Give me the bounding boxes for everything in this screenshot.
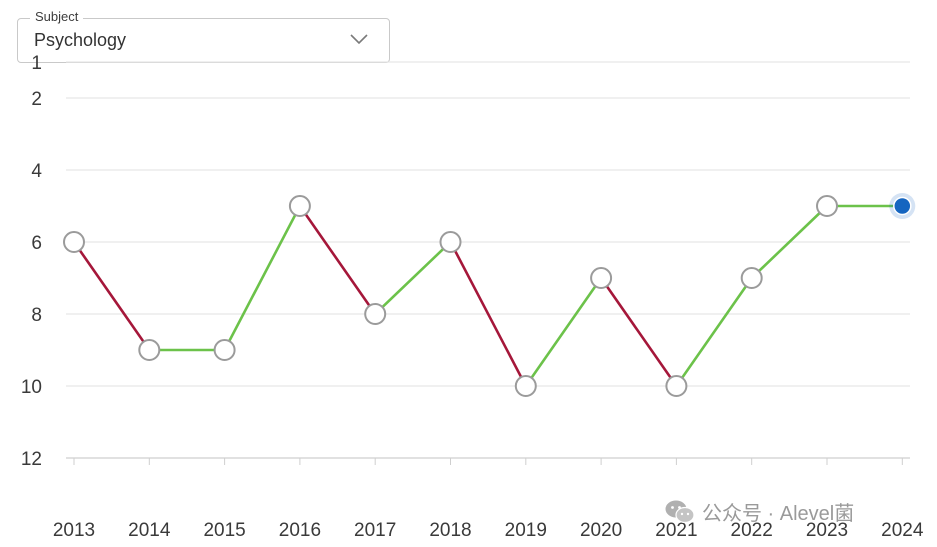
line-segment-up [675,276,754,388]
data-point [665,375,688,397]
y-tick-label: 6 [31,233,42,254]
watermark: 公众号 · Alevel菌 [664,497,854,526]
y-tick-label: 2 [31,89,42,110]
x-tick-label: 2015 [203,520,245,541]
subject-select-value: Psychology [34,30,127,50]
x-tick-label: 2014 [128,520,171,541]
line-segment-down [72,240,151,352]
line-segment-up [524,276,603,388]
x-tick-label: 2024 [881,520,924,541]
current-point [893,196,912,216]
watermark-text: 公众号 · Alevel菌 [702,503,855,525]
data-point [63,231,85,253]
line-segment-up [750,204,829,280]
x-tick-label: 2016 [279,520,321,541]
data-point [514,375,537,397]
x-tick-label: 2020 [580,520,622,541]
data-point [364,303,387,325]
line-segment-down [599,276,678,388]
data-point [590,267,613,289]
data-point [816,195,838,217]
chevron-down-icon[interactable] [349,32,369,46]
x-tick-label: 2021 [655,520,697,541]
y-tick-label: 4 [31,161,42,182]
data-point [138,339,161,361]
data-point [213,339,236,361]
line-segment-up [223,204,302,352]
data-point [740,267,763,289]
x-tick-label: 2022 [731,520,773,541]
y-tick-label: 10 [21,377,42,398]
line-segment-up [373,240,452,316]
y-tick-label: 8 [31,305,42,326]
x-tick-label: 2023 [806,520,848,541]
subject-select-label: Subject [30,9,84,25]
y-tick-label: 12 [21,449,42,470]
x-tick-label: 2017 [354,520,396,541]
x-tick-label: 2019 [505,520,547,541]
y-tick-label: 1 [31,53,42,74]
x-tick-label: 2018 [429,520,471,541]
line-segment-down [449,240,528,388]
line-segment-down [298,204,377,316]
data-point [439,231,462,253]
data-point [288,195,311,217]
x-tick-label: 2013 [53,520,95,541]
subject-select[interactable]: Subject Psychology [17,9,390,63]
wechat-icon [665,500,695,523]
